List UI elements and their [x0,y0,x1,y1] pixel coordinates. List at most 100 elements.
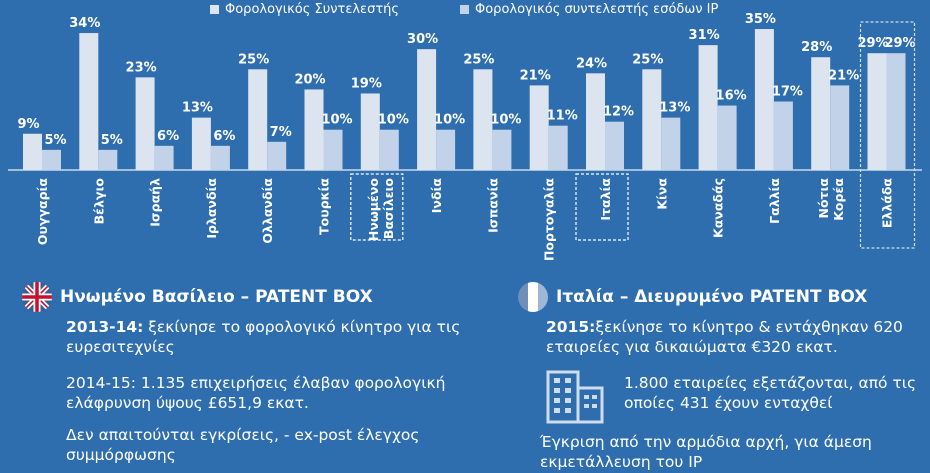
bar-2-7 [436,129,456,170]
bar-1-10 [586,73,605,170]
legend-series-1: Φορολογικός Συντελεστής [210,2,399,17]
uk-paragraph-3: Δεν απαιτούνται εγκρίσεις, - ex-post έλε… [66,426,420,464]
uk-flag-icon [22,282,52,312]
legend-swatch-1 [210,5,219,14]
category-label-15: Ελλάδα [880,178,895,229]
bar-1-9 [529,85,549,170]
data-label-2-5: 10% [321,113,352,128]
bar-1-6 [360,93,380,170]
bar-1-11 [642,69,662,170]
bar-2-4 [267,141,287,170]
data-label-2-6: 10% [378,113,409,128]
data-label-1-15: 29% [857,36,888,51]
bar-2-14 [830,85,850,170]
bar-1-4 [248,69,268,170]
uk-p1-year: 2013-14: [66,318,144,336]
category-label-6: ΗνωμένοΒασίλειο [366,178,396,242]
data-label-1-5: 20% [294,72,325,87]
italy-p1-text: ξεκίνησε το κίνητρο & εντάχθηκαν 620 ετα… [546,318,903,356]
data-label-1-9: 21% [520,68,551,83]
data-label-1-12: 31% [689,28,720,43]
bar-2-11 [661,117,681,170]
bar-1-1 [79,33,99,170]
bar-2-0 [42,149,61,170]
legend-label-1: Φορολογικός Συντελεστής [225,2,400,17]
italy-section-title: Ιταλία – Διευρυμένο PATENT BOX [518,282,867,312]
data-label-1-3: 13% [182,101,213,116]
bar-1-7 [417,49,437,170]
uk-paragraph-2: 2014-15: 1.135 επιχειρήσεις έλαβαν φορολ… [66,374,446,412]
category-label-5: Τουρκία [317,178,332,235]
data-label-2-10: 12% [603,105,634,120]
category-label-4: Ολλανδία [260,178,275,244]
data-label-1-11: 25% [632,52,663,67]
category-label-14: ΝότιαΚορέα [816,178,846,221]
highlight-box-6 [350,173,404,241]
bar-1-12 [698,45,718,171]
data-label-1-1: 34% [69,16,100,31]
bar-2-15 [886,53,906,170]
data-label-1-2: 23% [126,60,157,75]
data-label-1-4: 25% [238,52,269,67]
building-icon [544,368,606,428]
italy-flag-icon [518,282,548,312]
highlight-box-10 [575,173,629,241]
data-label-2-1: 5% [101,133,123,148]
data-label-2-8: 10% [490,113,521,128]
data-label-1-13: 35% [745,12,776,27]
data-label-2-12: 16% [716,89,747,104]
data-label-2-0: 5% [44,133,66,148]
bar-2-13 [773,101,793,170]
category-label-8: Ισπανία [485,178,500,233]
bar-2-2 [154,145,174,170]
highlight-box-15 [859,21,916,249]
italy-paragraph-2: 1.800 εταιρείες εξετάζονται, από τις οπο… [624,374,917,412]
bar-2-12 [717,105,737,170]
category-label-11: Κίνα [654,178,669,210]
bar-1-14 [811,57,831,170]
bar-1-13 [754,29,774,171]
uk-title-text: Ηνωμένο Βασίλειο – PATENT BOX [60,287,373,307]
uk-section-title: Ηνωμένο Βασίλειο – PATENT BOX [22,282,373,312]
italy-title-text: Ιταλία – Διευρυμένο PATENT BOX [556,287,868,307]
italy-paragraph-3: Έγκριση από την αρμόδια αρχή, για άμεση … [540,433,872,471]
data-label-2-13: 17% [772,85,803,100]
data-label-1-7: 30% [407,32,438,47]
data-label-2-3: 6% [213,129,235,144]
category-label-13: Γαλλία [767,178,782,224]
bar-chart: 9%5%Ουγγαρία34%5%Βέλγιο23%6%Ισραήλ13%6%Ι… [8,12,922,261]
data-label-1-0: 9% [17,117,39,132]
bar-1-2 [135,77,155,170]
bar-1-0 [23,133,42,170]
legend-series-2: Φορολογικός συντελεστής εσόδων IP [460,2,718,17]
bar-1-15 [867,53,887,170]
category-label-12: Καναδάς [711,178,726,238]
category-label-1: Βέλγιο [91,178,106,225]
category-label-3: Ιρλανδία [204,178,219,239]
data-label-1-14: 28% [801,40,832,55]
data-label-2-9: 11% [547,109,578,124]
bar-1-3 [191,117,211,170]
bar-2-5 [323,129,343,170]
data-label-2-15: 29% [884,36,915,51]
data-label-1-6: 19% [351,76,382,91]
bar-1-8 [473,69,493,170]
bar-2-10 [605,121,624,170]
bar-2-9 [548,125,568,170]
category-label-0: Ουγγαρία [35,178,50,246]
data-label-2-11: 13% [659,101,690,116]
category-label-9: Πορτογαλία [542,178,557,261]
data-label-2-2: 6% [157,129,179,144]
data-label-1-10: 24% [576,56,607,71]
data-label-1-8: 25% [463,52,494,67]
data-label-2-4: 7% [270,125,292,140]
bar-2-1 [98,149,118,170]
legend-label-2: Φορολογικός συντελεστής εσόδων IP [475,2,719,17]
uk-paragraph-1: 2013-14: ξεκίνησε το φορολογικό κίνητρο … [66,317,486,357]
legend-swatch-2 [460,5,469,14]
bar-2-8 [492,129,512,170]
italy-p1-year: 2015: [546,318,596,336]
category-label-2: Ισραήλ [148,178,163,227]
bar-2-6 [379,129,399,170]
category-label-10: Ιταλία [598,178,613,221]
